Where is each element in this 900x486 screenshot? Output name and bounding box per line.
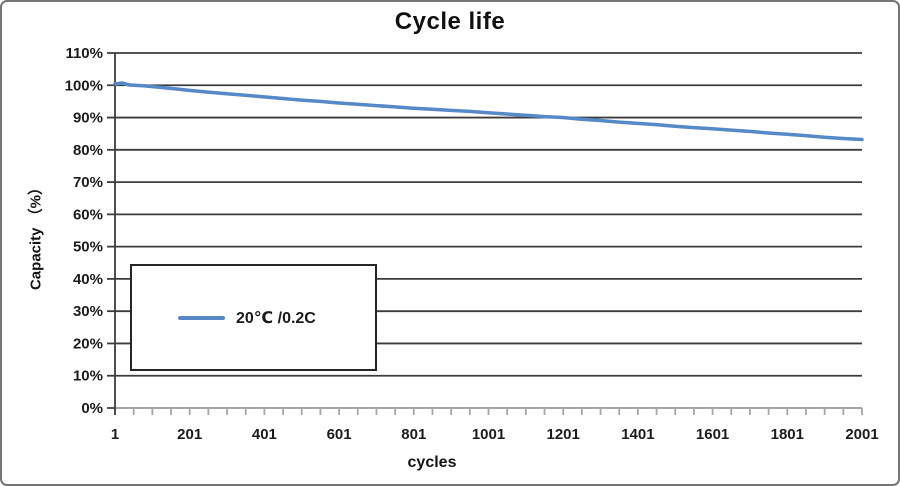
x-tick-label: 2001 [845, 426, 878, 443]
y-tick-label: 80% [73, 142, 103, 159]
y-tick-label: 0% [81, 400, 103, 417]
x-tick-label: 201 [177, 426, 202, 443]
y-tick-label: 60% [73, 206, 103, 223]
x-tick-label: 1201 [547, 426, 580, 443]
y-tick-label: 110% [65, 45, 103, 62]
x-tick-label: 801 [401, 426, 426, 443]
x-tick-label: 601 [327, 426, 352, 443]
x-tick-label: 1 [111, 426, 119, 443]
y-tick-label: 50% [73, 239, 103, 256]
series-line [113, 81, 864, 142]
legend-line-swatch [178, 315, 225, 320]
x-tick-label: 401 [252, 426, 277, 443]
y-tick-label: 30% [73, 303, 103, 320]
y-tick-label: 10% [73, 368, 103, 385]
y-tick-label: 90% [73, 110, 103, 127]
x-tick-label: 1401 [621, 426, 654, 443]
y-tick-label: 20% [73, 335, 103, 352]
x-tick-label: 1601 [696, 426, 729, 443]
chart-title: Cycle life [394, 8, 506, 35]
y-tick-label: 70% [73, 174, 103, 191]
x-tick-label: 1801 [771, 426, 804, 443]
y-tick-label: 40% [73, 271, 103, 288]
legend-series-label: 20℃ /0.2C [236, 309, 316, 327]
y-axis-title: Capacity （%） [27, 179, 45, 291]
legend: 20℃ /0.2C [130, 264, 377, 371]
x-tick-label: 1001 [472, 426, 505, 443]
x-axis-title: cycles [407, 454, 457, 471]
y-tick-label: 100% [65, 77, 103, 94]
